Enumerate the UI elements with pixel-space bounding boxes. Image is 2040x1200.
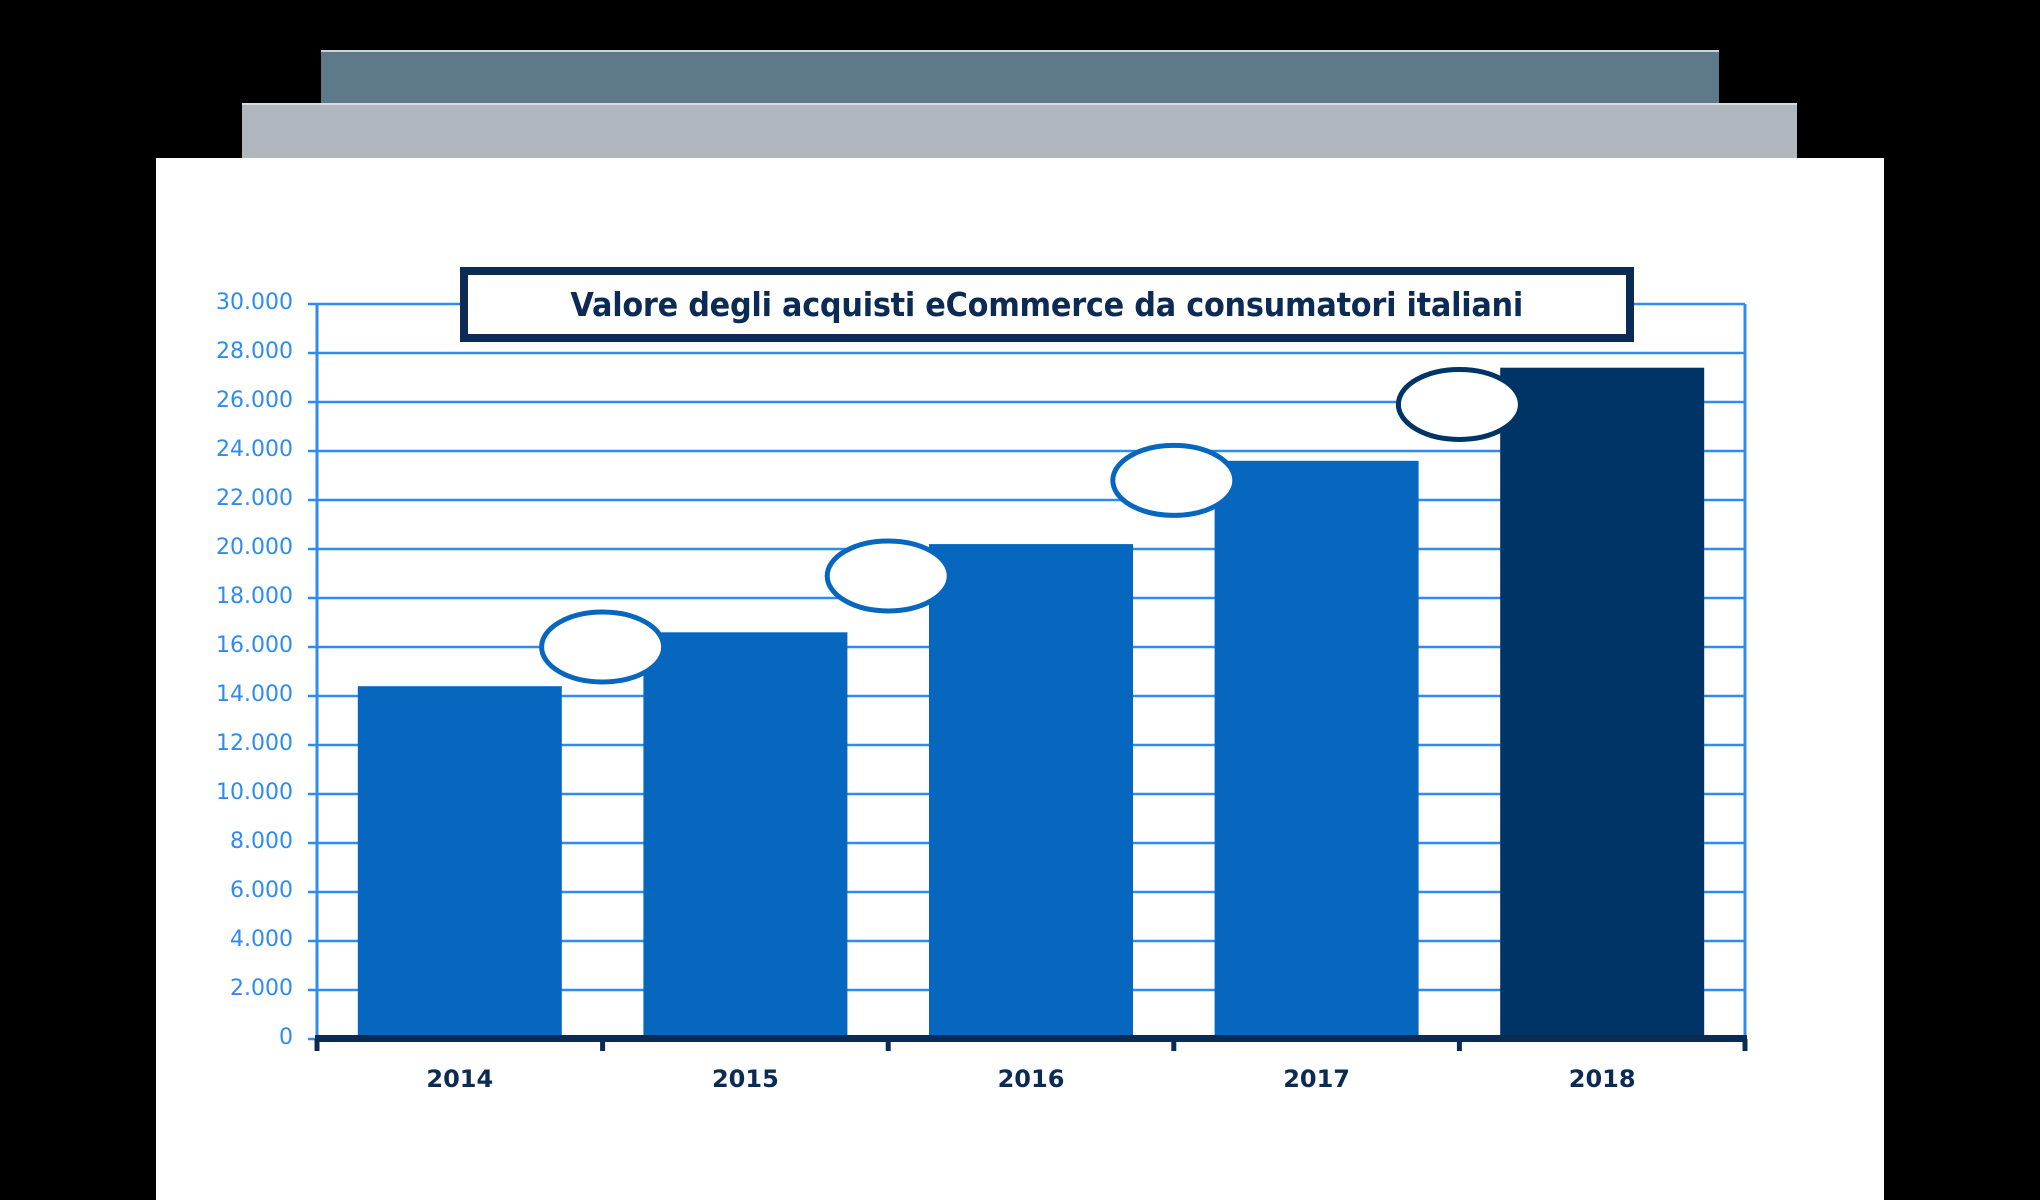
x-tick [600,1039,606,1051]
x-tick-label: 2016 [997,1065,1065,1093]
bar-2016 [929,544,1133,1039]
y-tick-label: 28.000 [216,339,293,364]
x-tick [1456,1039,1462,1051]
x-tick [1742,1039,1748,1051]
y-tick-label: 6.000 [230,878,293,903]
header-band-dark [321,50,1719,103]
x-tick [885,1039,891,1051]
bottom-glow [216,1058,1846,1200]
y-tick-label: 20.000 [216,535,293,560]
x-tick [1171,1039,1177,1051]
growth-ellipse [824,538,952,614]
y-tick-label: 30.000 [216,290,293,315]
growth-ellipse [1110,442,1238,518]
y-tick-label: 24.000 [216,437,293,462]
y-tick-label: 22.000 [216,486,293,511]
y-tick-label: 4.000 [230,927,293,952]
bar-2017 [1214,460,1419,1039]
growth-ellipse [1395,366,1523,442]
y-tick-label: 12.000 [216,731,293,756]
chart-title-box: Valore degli acquisti eCommerce da consu… [460,267,1634,342]
bar-2018 [1500,367,1705,1039]
bar-2015 [643,632,848,1039]
y-tick-label: 26.000 [216,388,293,413]
header-band-light [242,103,1797,158]
y-tick-label: 18.000 [216,584,293,609]
x-tick-label: 2017 [1283,1065,1350,1093]
x-tick-label: 2018 [1568,1065,1636,1093]
x-tick-label: 2015 [711,1065,779,1093]
y-tick-label: 10.000 [216,780,293,805]
y-tick-label: 14.000 [216,682,293,707]
y-tick-label: 2.000 [230,976,293,1001]
y-tick-label: 8.000 [230,829,293,854]
x-tick-label: 2014 [426,1065,494,1093]
y-tick-label: 16.000 [216,633,293,658]
y-tick-label: 0 [279,1025,293,1050]
x-tick [314,1039,320,1051]
chart-title: Valore degli acquisti eCommerce da consu… [570,285,1524,324]
growth-ellipse [539,609,667,685]
bar-2014 [357,686,562,1039]
x-axis-line [315,1035,1747,1042]
